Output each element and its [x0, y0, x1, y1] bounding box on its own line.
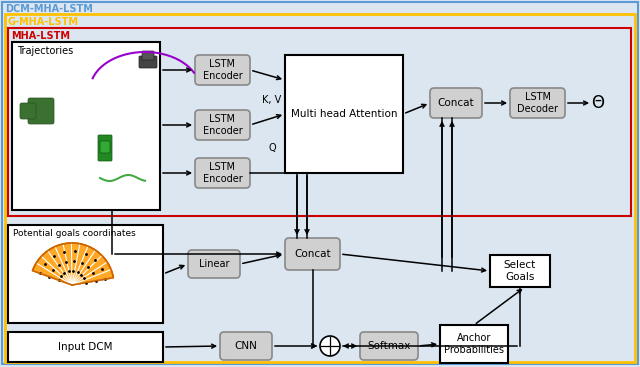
FancyBboxPatch shape [142, 51, 154, 60]
Text: DCM-MHA-LSTM: DCM-MHA-LSTM [5, 4, 93, 14]
Bar [285, 55, 403, 173]
FancyBboxPatch shape [220, 332, 272, 360]
Bar [8, 332, 163, 362]
FancyBboxPatch shape [285, 238, 340, 270]
Bar [8, 225, 163, 323]
Text: LSTM
Encoder: LSTM Encoder [203, 59, 243, 81]
Text: G-MHA-LSTM: G-MHA-LSTM [8, 17, 79, 27]
Bar [490, 255, 550, 287]
FancyBboxPatch shape [510, 88, 565, 118]
Text: Concat: Concat [294, 249, 331, 259]
Text: CNN: CNN [235, 341, 257, 351]
Text: LSTM
Decoder: LSTM Decoder [517, 92, 558, 114]
Text: Input DCM: Input DCM [58, 342, 113, 352]
FancyBboxPatch shape [139, 56, 157, 68]
Bar [440, 325, 508, 363]
FancyBboxPatch shape [430, 88, 482, 118]
Text: Multi head Attention: Multi head Attention [291, 109, 397, 119]
FancyBboxPatch shape [28, 98, 54, 124]
FancyBboxPatch shape [195, 158, 250, 188]
Text: Trajectories: Trajectories [17, 46, 73, 56]
FancyBboxPatch shape [98, 135, 112, 161]
Text: Anchor
Probabilities: Anchor Probabilities [444, 333, 504, 355]
FancyBboxPatch shape [20, 103, 36, 119]
FancyBboxPatch shape [360, 332, 418, 360]
Text: Select
Goals: Select Goals [504, 260, 536, 282]
Text: Linear: Linear [199, 259, 229, 269]
Circle shape [320, 336, 340, 356]
Text: Concat: Concat [438, 98, 474, 108]
Bar [12, 42, 160, 210]
Text: LSTM
Encoder: LSTM Encoder [203, 162, 243, 184]
Text: Θ: Θ [591, 94, 605, 112]
FancyBboxPatch shape [100, 141, 110, 153]
Text: MHA-LSTM: MHA-LSTM [11, 31, 70, 41]
FancyBboxPatch shape [195, 110, 250, 140]
FancyBboxPatch shape [195, 55, 250, 85]
Bar [8, 28, 631, 216]
Text: K, V: K, V [262, 95, 282, 105]
Text: Softmax: Softmax [367, 341, 411, 351]
Text: LSTM
Encoder: LSTM Encoder [203, 114, 243, 136]
Polygon shape [33, 243, 113, 285]
FancyBboxPatch shape [188, 250, 240, 278]
Text: Potential goals coordinates: Potential goals coordinates [13, 229, 136, 239]
Text: Q: Q [268, 143, 276, 153]
